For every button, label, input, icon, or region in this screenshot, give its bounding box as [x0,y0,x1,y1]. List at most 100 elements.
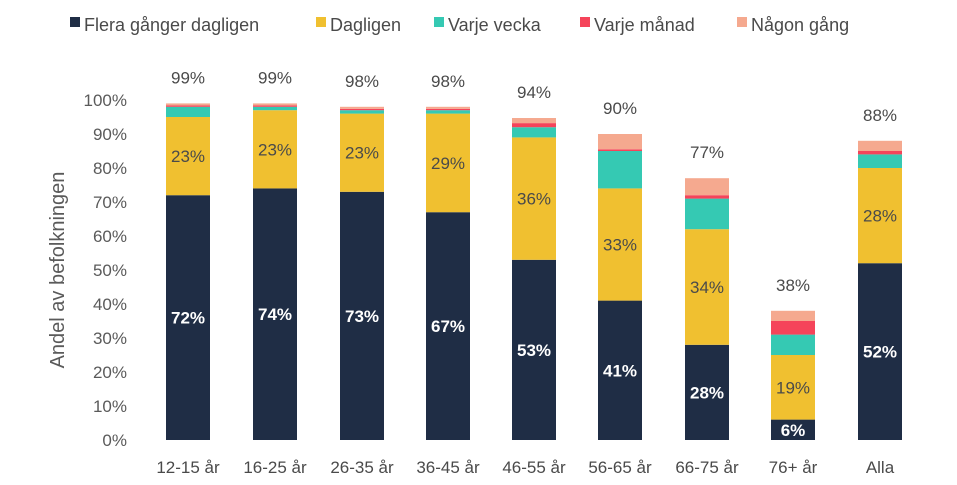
bar-segment [512,137,556,260]
bar-segment [166,103,210,106]
legend: Flera gånger dagligen Dagligen Varje vecka… [70,15,849,35]
legend-label: Dagligen [330,15,401,35]
y-tick-label: 70% [93,193,127,212]
bar-segment [685,178,729,196]
segment-value-label: 28% [690,383,724,402]
bar-segment [685,229,729,345]
x-tick-label: 56-65 år [588,458,652,477]
bar-segment [253,106,297,111]
bar-segment [166,105,210,107]
bar-segment [426,106,470,109]
x-tick-label: 46-55 år [502,458,566,477]
x-tick-label: 26-35 år [330,458,394,477]
bar-segment [598,151,642,189]
y-tick-label: 30% [93,329,127,348]
bars [166,103,902,440]
legend-item: Varje månad [580,15,695,35]
bar-segment [858,154,902,168]
total-label: 38% [776,276,810,295]
legend-item: Flera gånger dagligen [70,15,259,35]
bar-segment [426,113,470,213]
segment-value-label: 74% [258,305,292,324]
segment-labels: 72% 23% 74% 23% 73% 23% 67% 29% 53% 36% 41% 33% 28% 3… [171,140,897,440]
segment-value-label: 19% [776,378,810,397]
y-axis-label: Andel av befolkningen [47,172,69,369]
legend-swatch [434,17,444,27]
total-label: 99% [171,68,205,87]
segment-value-label: 52% [863,343,897,362]
legend-swatch [316,17,326,27]
legend-item: Varje vecka [434,15,542,35]
bar-segment [858,151,902,155]
legend-swatch [737,17,747,27]
total-label: 99% [258,68,292,87]
bar-segment [340,110,384,114]
x-tick-label: 76+ år [769,458,818,477]
segment-value-label: 29% [431,154,465,173]
bar-segment [598,149,642,151]
x-tick-label: Alla [866,458,895,477]
legend-label: Flera gånger dagligen [84,15,259,35]
bar-segment [771,334,815,355]
bar-segment [340,108,384,111]
legend-item: Dagligen [316,15,401,35]
bar-segment [253,110,297,189]
y-tick-label: 10% [93,397,127,416]
y-tick-label: 90% [93,125,127,144]
x-tick-label: 36-45 år [416,458,480,477]
legend-swatch [70,17,80,27]
segment-value-label: 33% [603,236,637,255]
bar-segment [426,212,470,440]
segment-value-label: 36% [517,190,551,209]
segment-value-label: 53% [517,341,551,360]
y-tick-label: 80% [93,159,127,178]
bar-segment [685,198,729,230]
bar-segment [512,123,556,128]
legend-swatch [580,17,590,27]
bar-segment [426,108,470,111]
bar-segment [512,118,556,124]
total-label: 98% [345,72,379,91]
bar-segment [598,300,642,440]
x-tick-label: 66-75 år [675,458,739,477]
bar-segment [166,106,210,117]
bar-segment [771,310,815,321]
x-axis-ticks: 12-15 år 16-25 år 26-35 år 36-45 år 46-55 år… [156,458,894,477]
x-tick-label: 16-25 år [243,458,307,477]
bar-segment [426,110,470,114]
bar-segment [858,140,902,151]
y-axis-ticks: 0% 10% 20% 30% 40% 50% 60% 70% 80% 90% 100% [84,91,127,450]
bar-segment [253,103,297,106]
total-labels: 99% 99% 98% 98% 94% 90% 77% 38% 88% [171,68,897,294]
bar-segment [771,355,815,420]
bar-segment [685,195,729,199]
bar-segment [166,195,210,440]
segment-value-label: 6% [781,421,806,440]
legend-item: Någon gång [737,15,849,35]
y-tick-label: 0% [102,431,127,450]
segment-value-label: 72% [171,309,205,328]
segment-value-label: 73% [345,307,379,326]
y-tick-label: 20% [93,363,127,382]
bar-segment [253,188,297,440]
segment-value-label: 23% [258,140,292,159]
bar-segment [771,419,815,440]
segment-value-label: 23% [345,144,379,163]
bar-segment [685,344,729,440]
total-label: 94% [517,83,551,102]
y-tick-label: 60% [93,227,127,246]
bar-segment [858,263,902,440]
bar-segment [166,117,210,196]
bar-segment [512,259,556,440]
total-label: 90% [603,99,637,118]
segment-value-label: 34% [690,278,724,297]
bar-segment [512,127,556,138]
legend-label: Varje vecka [448,15,542,35]
bar-segment [340,113,384,192]
total-label: 98% [431,72,465,91]
bar-segment [598,188,642,301]
x-tick-label: 12-15 år [156,458,220,477]
legend-label: Varje månad [594,15,695,35]
legend-label: Någon gång [751,15,849,35]
